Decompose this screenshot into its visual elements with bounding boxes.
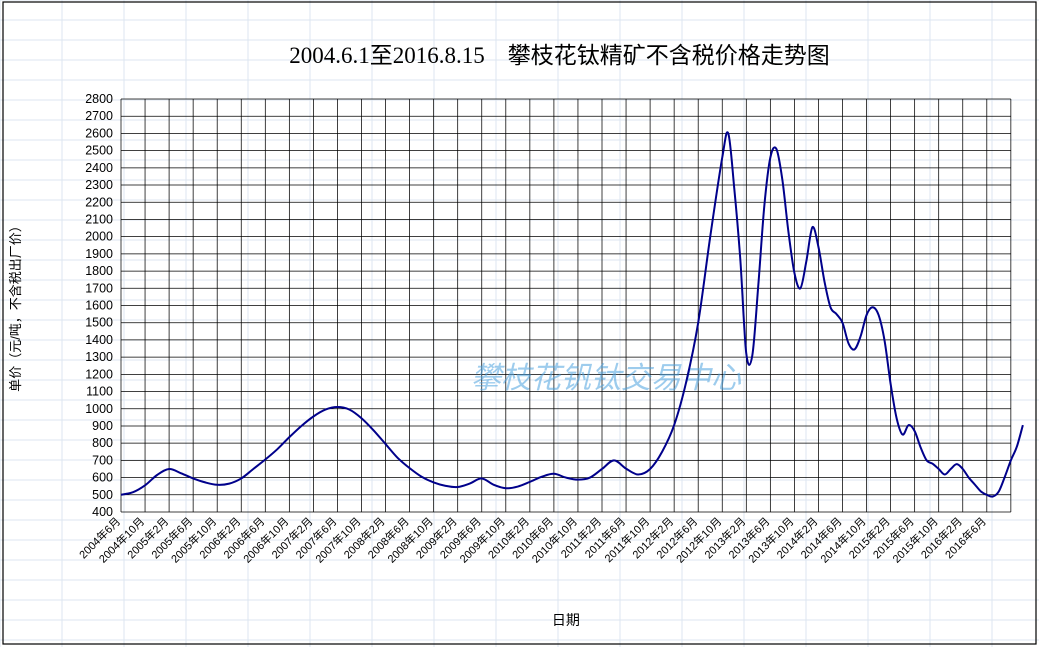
svg-text:1500: 1500 <box>85 316 113 330</box>
svg-text:900: 900 <box>92 419 113 433</box>
svg-text:2600: 2600 <box>85 126 113 140</box>
svg-text:1000: 1000 <box>85 402 113 416</box>
svg-text:1900: 1900 <box>85 247 113 261</box>
svg-text:1600: 1600 <box>85 299 113 313</box>
svg-text:1400: 1400 <box>85 333 113 347</box>
svg-text:2400: 2400 <box>85 161 113 175</box>
svg-text:1100: 1100 <box>86 385 113 399</box>
svg-text:700: 700 <box>92 453 113 467</box>
svg-text:2800: 2800 <box>85 92 113 106</box>
svg-text:2000: 2000 <box>85 230 113 244</box>
svg-text:单价（元/吨，不含税出厂价）: 单价（元/吨，不含税出厂价） <box>8 219 23 392</box>
svg-text:600: 600 <box>92 471 113 485</box>
svg-text:2500: 2500 <box>85 144 113 158</box>
svg-text:500: 500 <box>92 488 113 502</box>
svg-text:2700: 2700 <box>85 109 113 123</box>
svg-text:日期: 日期 <box>552 612 580 628</box>
svg-text:1200: 1200 <box>85 367 113 381</box>
svg-text:攀枝花钒钛交易中心: 攀枝花钒钛交易中心 <box>471 362 742 395</box>
svg-text:2100: 2100 <box>85 212 113 226</box>
svg-text:2300: 2300 <box>85 178 113 192</box>
svg-text:2200: 2200 <box>85 195 113 209</box>
svg-text:400: 400 <box>92 505 113 519</box>
svg-text:800: 800 <box>92 436 113 450</box>
svg-text:2004.6.1至2016.8.15 攀枝花钛精矿不含税价格: 2004.6.1至2016.8.15 攀枝花钛精矿不含税价格走势图 <box>289 43 830 68</box>
svg-text:1700: 1700 <box>85 281 113 295</box>
svg-text:1300: 1300 <box>85 350 113 364</box>
svg-text:1800: 1800 <box>85 264 113 278</box>
